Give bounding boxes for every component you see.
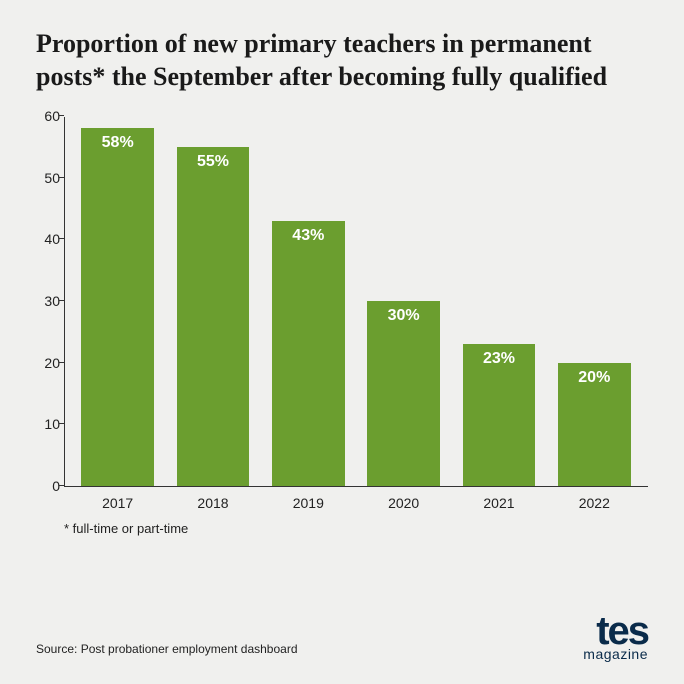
bar-value-label: 55%: [177, 153, 249, 171]
y-tick: [59, 423, 64, 424]
bar-chart: 58%55%43%30%23%20% 0102030405060 2017201…: [36, 117, 648, 536]
y-tick: [59, 238, 64, 239]
bar: 30%: [367, 301, 439, 486]
x-axis-labels: 201720182019202020212022: [64, 487, 648, 511]
y-tick: [59, 485, 64, 486]
bar-value-label: 30%: [367, 307, 439, 325]
y-tick: [59, 300, 64, 301]
x-tick-label: 2021: [451, 495, 546, 511]
bar: 23%: [463, 344, 535, 486]
y-tick: [59, 115, 64, 116]
y-tick-label: 10: [36, 416, 60, 432]
y-tick-label: 50: [36, 170, 60, 186]
bar-slot: 55%: [165, 117, 260, 486]
logo-sub: magazine: [583, 649, 648, 660]
x-tick-label: 2020: [356, 495, 451, 511]
bar: 43%: [272, 221, 344, 486]
footnote: * full-time or part-time: [64, 521, 648, 536]
bar-value-label: 20%: [558, 369, 630, 387]
plot-area: 58%55%43%30%23%20% 0102030405060: [64, 117, 648, 487]
bar: 55%: [177, 147, 249, 486]
y-tick-label: 20: [36, 355, 60, 371]
bar-slot: 20%: [547, 117, 642, 486]
bar-value-label: 43%: [272, 227, 344, 245]
source-text: Source: Post probationer employment dash…: [36, 642, 298, 656]
bar-slot: 58%: [70, 117, 165, 486]
y-tick-label: 60: [36, 108, 60, 124]
x-tick-label: 2018: [165, 495, 260, 511]
tes-logo: tes magazine: [583, 616, 648, 660]
chart-title: Proportion of new primary teachers in pe…: [36, 28, 648, 93]
x-tick-label: 2022: [547, 495, 642, 511]
bar-value-label: 23%: [463, 350, 535, 368]
y-tick: [59, 177, 64, 178]
bars-container: 58% 55% 43% 30% 23% 20%: [64, 117, 648, 486]
bar-slot: 30%: [356, 117, 451, 486]
bar: 58%: [81, 128, 153, 486]
x-tick-label: 2017: [70, 495, 165, 511]
y-tick-label: 30: [36, 293, 60, 309]
bar: 20%: [558, 363, 630, 486]
bar-slot: 43%: [261, 117, 356, 486]
y-tick: [59, 362, 64, 363]
y-tick-label: 40: [36, 231, 60, 247]
bar-value-label: 58%: [81, 134, 153, 152]
x-tick-label: 2019: [261, 495, 356, 511]
bar-slot: 23%: [451, 117, 546, 486]
y-tick-label: 0: [36, 478, 60, 494]
